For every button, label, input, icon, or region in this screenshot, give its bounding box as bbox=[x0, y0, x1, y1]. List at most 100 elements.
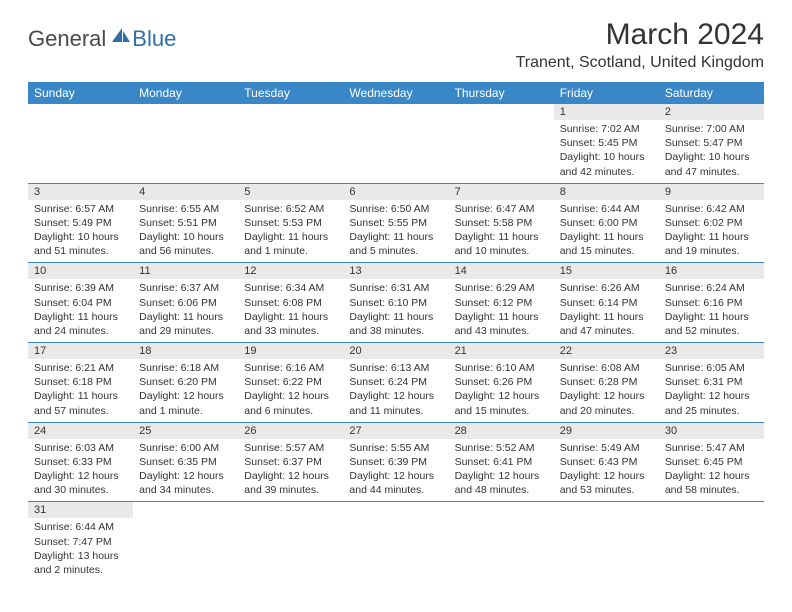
calendar-cell: 18Sunrise: 6:18 AMSunset: 6:20 PMDayligh… bbox=[133, 343, 238, 423]
header: General Blue March 2024 Tranent, Scotlan… bbox=[28, 18, 764, 72]
sunset-text: Sunset: 6:31 PM bbox=[665, 375, 758, 389]
daylight-text: Daylight: 12 hours and 25 minutes. bbox=[665, 389, 758, 417]
sunset-text: Sunset: 6:02 PM bbox=[665, 216, 758, 230]
daylight-text: Daylight: 11 hours and 24 minutes. bbox=[34, 310, 127, 338]
sunrise-text: Sunrise: 6:37 AM bbox=[139, 281, 232, 295]
daylight-text: Daylight: 11 hours and 10 minutes. bbox=[455, 230, 548, 258]
day-number: 2 bbox=[659, 104, 764, 120]
page-title: March 2024 bbox=[516, 18, 764, 52]
sunset-text: Sunset: 5:53 PM bbox=[244, 216, 337, 230]
day-content: Sunrise: 6:44 AMSunset: 6:00 PMDaylight:… bbox=[554, 200, 659, 263]
calendar-cell bbox=[449, 104, 554, 183]
day-number: 19 bbox=[238, 343, 343, 359]
daylight-text: Daylight: 12 hours and 53 minutes. bbox=[560, 469, 653, 497]
day-number: 22 bbox=[554, 343, 659, 359]
day-number: 29 bbox=[554, 423, 659, 439]
calendar-cell: 24Sunrise: 6:03 AMSunset: 6:33 PMDayligh… bbox=[28, 422, 133, 502]
daylight-text: Daylight: 12 hours and 30 minutes. bbox=[34, 469, 127, 497]
calendar-row: 24Sunrise: 6:03 AMSunset: 6:33 PMDayligh… bbox=[28, 422, 764, 502]
day-content: Sunrise: 6:44 AMSunset: 7:47 PMDaylight:… bbox=[28, 518, 133, 581]
day-number: 7 bbox=[449, 184, 554, 200]
calendar-cell: 2Sunrise: 7:00 AMSunset: 5:47 PMDaylight… bbox=[659, 104, 764, 183]
sunrise-text: Sunrise: 6:50 AM bbox=[349, 202, 442, 216]
day-number: 14 bbox=[449, 263, 554, 279]
sunrise-text: Sunrise: 7:00 AM bbox=[665, 122, 758, 136]
sunset-text: Sunset: 6:22 PM bbox=[244, 375, 337, 389]
daylight-text: Daylight: 10 hours and 47 minutes. bbox=[665, 150, 758, 178]
day-number: 8 bbox=[554, 184, 659, 200]
sunset-text: Sunset: 5:55 PM bbox=[349, 216, 442, 230]
day-content: Sunrise: 5:47 AMSunset: 6:45 PMDaylight:… bbox=[659, 439, 764, 502]
day-number: 18 bbox=[133, 343, 238, 359]
sunset-text: Sunset: 5:49 PM bbox=[34, 216, 127, 230]
sunrise-text: Sunrise: 5:49 AM bbox=[560, 441, 653, 455]
sunset-text: Sunset: 6:28 PM bbox=[560, 375, 653, 389]
sunrise-text: Sunrise: 6:42 AM bbox=[665, 202, 758, 216]
calendar-row: 3Sunrise: 6:57 AMSunset: 5:49 PMDaylight… bbox=[28, 183, 764, 263]
sunrise-text: Sunrise: 6:10 AM bbox=[455, 361, 548, 375]
daylight-text: Daylight: 10 hours and 56 minutes. bbox=[139, 230, 232, 258]
calendar-cell: 14Sunrise: 6:29 AMSunset: 6:12 PMDayligh… bbox=[449, 263, 554, 343]
day-number: 20 bbox=[343, 343, 448, 359]
day-number: 9 bbox=[659, 184, 764, 200]
day-number: 12 bbox=[238, 263, 343, 279]
calendar-cell bbox=[449, 502, 554, 581]
calendar-cell bbox=[238, 502, 343, 581]
daylight-text: Daylight: 10 hours and 51 minutes. bbox=[34, 230, 127, 258]
calendar-cell bbox=[133, 502, 238, 581]
daylight-text: Daylight: 12 hours and 44 minutes. bbox=[349, 469, 442, 497]
day-content: Sunrise: 6:50 AMSunset: 5:55 PMDaylight:… bbox=[343, 200, 448, 263]
day-number: 4 bbox=[133, 184, 238, 200]
day-number: 3 bbox=[28, 184, 133, 200]
calendar-cell: 19Sunrise: 6:16 AMSunset: 6:22 PMDayligh… bbox=[238, 343, 343, 423]
calendar-cell: 26Sunrise: 5:57 AMSunset: 6:37 PMDayligh… bbox=[238, 422, 343, 502]
sunrise-text: Sunrise: 6:55 AM bbox=[139, 202, 232, 216]
day-content: Sunrise: 6:34 AMSunset: 6:08 PMDaylight:… bbox=[238, 279, 343, 342]
daylight-text: Daylight: 12 hours and 34 minutes. bbox=[139, 469, 232, 497]
day-number: 5 bbox=[238, 184, 343, 200]
calendar-cell: 7Sunrise: 6:47 AMSunset: 5:58 PMDaylight… bbox=[449, 183, 554, 263]
calendar-cell: 22Sunrise: 6:08 AMSunset: 6:28 PMDayligh… bbox=[554, 343, 659, 423]
sunrise-text: Sunrise: 5:47 AM bbox=[665, 441, 758, 455]
day-number: 1 bbox=[554, 104, 659, 120]
day-number: 15 bbox=[554, 263, 659, 279]
day-content: Sunrise: 5:52 AMSunset: 6:41 PMDaylight:… bbox=[449, 439, 554, 502]
day-content: Sunrise: 6:16 AMSunset: 6:22 PMDaylight:… bbox=[238, 359, 343, 422]
sunrise-text: Sunrise: 6:57 AM bbox=[34, 202, 127, 216]
day-content: Sunrise: 6:55 AMSunset: 5:51 PMDaylight:… bbox=[133, 200, 238, 263]
calendar-cell: 4Sunrise: 6:55 AMSunset: 5:51 PMDaylight… bbox=[133, 183, 238, 263]
calendar-cell: 11Sunrise: 6:37 AMSunset: 6:06 PMDayligh… bbox=[133, 263, 238, 343]
daylight-text: Daylight: 11 hours and 5 minutes. bbox=[349, 230, 442, 258]
calendar-cell: 5Sunrise: 6:52 AMSunset: 5:53 PMDaylight… bbox=[238, 183, 343, 263]
sunset-text: Sunset: 5:51 PM bbox=[139, 216, 232, 230]
calendar-row: 31Sunrise: 6:44 AMSunset: 7:47 PMDayligh… bbox=[28, 502, 764, 581]
day-number: 10 bbox=[28, 263, 133, 279]
sunset-text: Sunset: 6:08 PM bbox=[244, 296, 337, 310]
sunrise-text: Sunrise: 6:47 AM bbox=[455, 202, 548, 216]
calendar-cell bbox=[659, 502, 764, 581]
day-number: 27 bbox=[343, 423, 448, 439]
calendar-cell: 12Sunrise: 6:34 AMSunset: 6:08 PMDayligh… bbox=[238, 263, 343, 343]
day-content: Sunrise: 6:29 AMSunset: 6:12 PMDaylight:… bbox=[449, 279, 554, 342]
daylight-text: Daylight: 12 hours and 58 minutes. bbox=[665, 469, 758, 497]
daylight-text: Daylight: 11 hours and 43 minutes. bbox=[455, 310, 548, 338]
sunset-text: Sunset: 5:47 PM bbox=[665, 136, 758, 150]
sunset-text: Sunset: 6:04 PM bbox=[34, 296, 127, 310]
day-content: Sunrise: 6:03 AMSunset: 6:33 PMDaylight:… bbox=[28, 439, 133, 502]
sunset-text: Sunset: 6:16 PM bbox=[665, 296, 758, 310]
day-content: Sunrise: 6:26 AMSunset: 6:14 PMDaylight:… bbox=[554, 279, 659, 342]
weekday-header: Saturday bbox=[659, 82, 764, 104]
calendar-row: 10Sunrise: 6:39 AMSunset: 6:04 PMDayligh… bbox=[28, 263, 764, 343]
calendar-cell: 15Sunrise: 6:26 AMSunset: 6:14 PMDayligh… bbox=[554, 263, 659, 343]
calendar-cell: 23Sunrise: 6:05 AMSunset: 6:31 PMDayligh… bbox=[659, 343, 764, 423]
day-content: Sunrise: 6:39 AMSunset: 6:04 PMDaylight:… bbox=[28, 279, 133, 342]
sunset-text: Sunset: 6:43 PM bbox=[560, 455, 653, 469]
calendar-row: 17Sunrise: 6:21 AMSunset: 6:18 PMDayligh… bbox=[28, 343, 764, 423]
day-content: Sunrise: 6:05 AMSunset: 6:31 PMDaylight:… bbox=[659, 359, 764, 422]
day-content: Sunrise: 7:00 AMSunset: 5:47 PMDaylight:… bbox=[659, 120, 764, 183]
sunrise-text: Sunrise: 6:26 AM bbox=[560, 281, 653, 295]
calendar-cell: 8Sunrise: 6:44 AMSunset: 6:00 PMDaylight… bbox=[554, 183, 659, 263]
sunrise-text: Sunrise: 5:57 AM bbox=[244, 441, 337, 455]
calendar-cell: 25Sunrise: 6:00 AMSunset: 6:35 PMDayligh… bbox=[133, 422, 238, 502]
weekday-header: Tuesday bbox=[238, 82, 343, 104]
